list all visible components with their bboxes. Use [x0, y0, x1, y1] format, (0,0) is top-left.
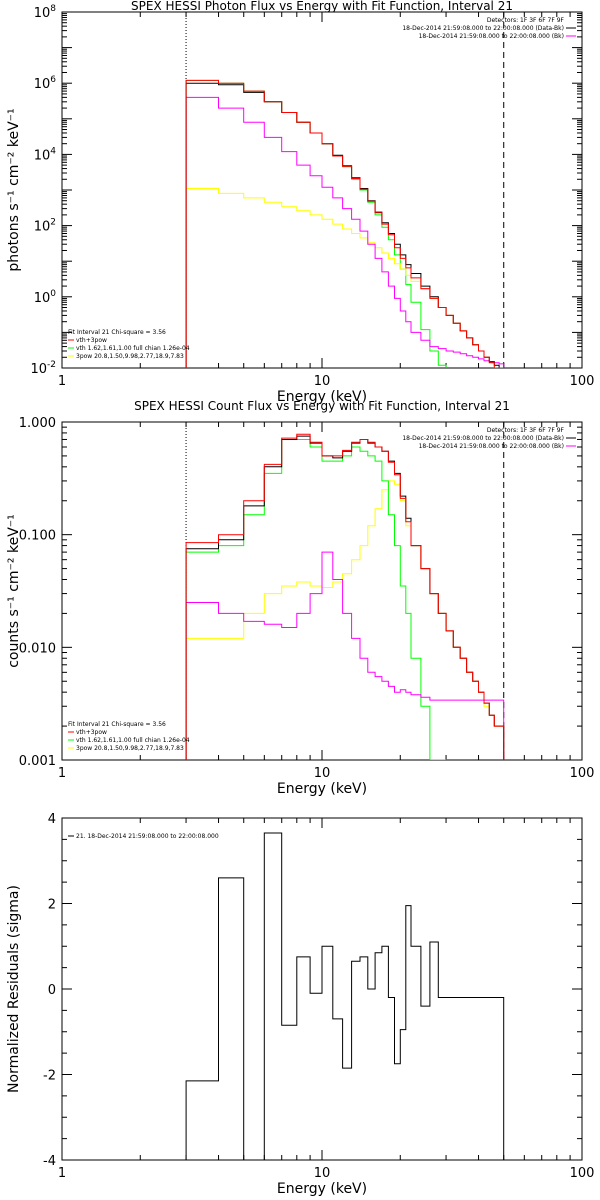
legend-left: 21. 18-Dec-2014 21:59:08.000 to 22:00:08…: [68, 833, 219, 840]
y-tick-label: 108: [34, 4, 57, 21]
legend-entry: 21. 18-Dec-2014 21:59:08.000 to 22:00:08…: [76, 833, 219, 840]
series-total: [185, 82, 505, 368]
y-tick-label: -2: [43, 1069, 56, 1084]
y-tick-label: 4: [48, 812, 56, 827]
series-residuals: [185, 832, 505, 1160]
y-tick-label: 0: [48, 983, 56, 998]
series-vth: [185, 439, 447, 760]
series-total: [185, 435, 505, 760]
x-axis-label: Energy (keV): [277, 389, 367, 405]
y-tick-label: 0.001: [19, 754, 56, 769]
x-tick-label: 10: [314, 766, 331, 781]
series-vth_pow: [185, 79, 505, 368]
y-tick-label: 10-2: [30, 360, 56, 377]
legend-entry: 3pow 20.8,1.50,9.98,2.77,18.9,7.83: [76, 353, 184, 360]
legend-entry: vth 1.62,1.61,1.00 full chian 1.26e-04: [76, 345, 190, 352]
y-axis-label: counts s⁻¹ cm⁻² keV⁻¹: [6, 514, 22, 668]
legend-entry: 18-Dec-2014 21:59:08.000 to 22:00:08.000…: [402, 25, 564, 32]
series-bk: [185, 551, 505, 760]
series-pow: [185, 188, 505, 368]
y-axis-label: Normalized Residuals (sigma): [6, 885, 22, 1093]
y-tick-label: 102: [34, 218, 56, 235]
series-pow: [185, 480, 505, 760]
legend-entry: Fit Interval 21 Chi-square = 3.56: [68, 721, 166, 728]
legend-entry: 18-Dec-2014 21:59:08.000 to 22:00:08.000…: [402, 435, 564, 442]
legend-entry: 18-Dec-2014 21:59:08.000 to 22:00:08.000…: [419, 33, 564, 40]
x-axis-label: Energy (keV): [277, 1181, 367, 1197]
chart-panel-3: 1 10 100 -4 -2 0 2 4 Energy (keV) Normalized Resi…: [6, 812, 594, 1197]
x-tick-label: 10: [314, 374, 331, 389]
y-axis-label: photons s⁻¹ cm⁻² keV⁻¹: [6, 108, 22, 271]
x-axis-label: Energy (keV): [277, 781, 367, 797]
x-tick-label: 1: [58, 374, 66, 389]
legend-left: Fit Interval 21 Chi-square = 3.56vth+3po…: [68, 329, 190, 360]
chart-panel-1: SPEX HESSI Photon Flux vs Energy with Fi…: [6, 0, 594, 405]
y-tick-label: 104: [34, 146, 57, 163]
legend-entry: vth+3pow: [76, 337, 107, 344]
y-tick-label: 0.100: [19, 529, 56, 544]
x-tick-label: 1: [58, 766, 66, 781]
legend-entry: Detectors: 1F 3F 6F 7F 9F: [487, 427, 565, 434]
chart-panel-2: SPEX HESSI Count Flux vs Energy with Fit…: [6, 399, 594, 797]
chart-title: SPEX HESSI Count Flux vs Energy with Fit…: [134, 399, 510, 413]
chart-title: SPEX HESSI Photon Flux vs Energy with Fi…: [131, 0, 513, 13]
legend-entry: Fit Interval 21 Chi-square = 3.56: [68, 329, 166, 336]
legend-entry: vth 1.62,1.61,1.00 full chian 1.26e-04: [76, 737, 190, 744]
x-tick-label: 10: [314, 1166, 331, 1181]
x-tick-label: 100: [570, 766, 595, 781]
legend-entry: Detectors: 1F 3F 6F 7F 9F: [487, 17, 565, 24]
y-tick-label: 2: [48, 898, 56, 913]
series-vth: [185, 79, 447, 368]
x-tick-label: 1: [58, 1166, 66, 1181]
y-tick-label: -4: [43, 1154, 56, 1169]
series-bk: [185, 96, 505, 368]
legend-entry: 3pow 20.8,1.50,9.98,2.77,18.9,7.83: [76, 745, 184, 752]
y-tick-label: 106: [34, 75, 57, 92]
y-tick-label: 100: [34, 289, 57, 306]
x-tick-label: 100: [570, 1166, 595, 1181]
legend-left: Fit Interval 21 Chi-square = 3.56vth+3po…: [68, 721, 190, 752]
x-tick-label: 100: [570, 374, 595, 389]
y-tick-label: 1.000: [19, 416, 56, 431]
y-tick-label: 0.010: [19, 641, 56, 656]
legend-entry: vth+3pow: [76, 729, 107, 736]
legend-entry: 18-Dec-2014 21:59:08.000 to 22:00:08.000…: [419, 443, 564, 450]
series-vth_pow: [185, 433, 505, 760]
